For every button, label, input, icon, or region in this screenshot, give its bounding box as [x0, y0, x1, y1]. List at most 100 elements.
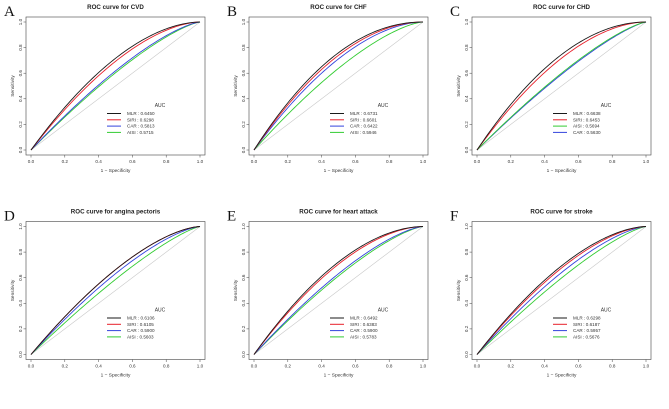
x-tick-label: 1.0	[643, 159, 650, 164]
legend-entry: CAR : 0.5900	[127, 328, 155, 333]
legend-entry: AISI : 0.5694	[573, 124, 600, 129]
legend-entry: CAR : 0.5957	[573, 328, 601, 333]
roc-panel-c: C ROC curve for CHD 0.0 0.0 0.2 0.2 0.4 0.4 0.6 0…	[450, 4, 652, 174]
roc-line-car	[253, 21, 424, 151]
legend-entry: SIRI : 0.6105	[127, 322, 154, 327]
legend-entry: CAR : 0.5900	[350, 328, 378, 333]
y-tick-label: 0.0	[18, 351, 23, 358]
plot-frame	[248, 221, 429, 360]
roc-line-mlr	[253, 21, 424, 151]
y-tick-label: 0.4	[18, 95, 23, 102]
legend-title: AUC	[378, 308, 389, 314]
legend-entry: AISI : 0.5946	[350, 130, 377, 135]
reference-diagonal	[30, 226, 201, 355]
legend-entry: AISI : 0.5715	[127, 130, 154, 135]
x-tick-label: 0.8	[386, 364, 393, 369]
x-tick-label: 0.2	[285, 364, 292, 369]
y-tick-label: 0.4	[464, 300, 469, 307]
reference-diagonal	[253, 226, 424, 355]
roc-line-mlr	[476, 21, 647, 151]
legend-entry: MLR : 0.6492	[350, 316, 378, 321]
x-tick-label: 0.0	[251, 159, 258, 164]
plot-frame	[471, 221, 652, 360]
y-tick-label: 0.8	[241, 44, 246, 51]
panel-letter: C	[450, 4, 460, 20]
y-tick-label: 0.8	[241, 248, 246, 255]
roc-panel-f: F ROC curve for stroke 0.0 0.0 0.2 0.2 0.4 0.4 0…	[450, 209, 652, 379]
x-tick-label: 0.8	[386, 159, 393, 164]
panel-letter: D	[4, 209, 15, 225]
x-tick-label: 0.2	[508, 364, 515, 369]
x-tick-label: 0.6	[352, 364, 359, 369]
y-tick-label: 0.8	[464, 248, 469, 255]
reference-diagonal	[476, 226, 647, 355]
reference-diagonal	[30, 21, 201, 151]
plot-frame	[25, 16, 206, 156]
x-tick-label: 0.4	[318, 159, 325, 164]
x-tick-label: 0.2	[285, 159, 292, 164]
y-axis-label: Sensitivity	[456, 279, 462, 301]
x-tick-label: 0.6	[575, 159, 582, 164]
roc-line-aisi	[253, 226, 424, 355]
legend-entry: MLR : 0.6731	[350, 111, 378, 116]
y-tick-label: 0.0	[464, 351, 469, 358]
roc-line-aisi	[476, 21, 647, 151]
legend-entry: AISI : 0.5603	[127, 334, 154, 339]
y-tick-label: 0.8	[18, 248, 23, 255]
chart-title: ROC curve for heart attack	[299, 209, 378, 216]
x-axis-label: 1 − Specificity	[324, 373, 354, 379]
y-tick-label: 0.0	[18, 146, 23, 153]
roc-line-car	[30, 226, 201, 355]
y-axis-label: Sensitivity	[10, 75, 16, 97]
legend-entry: AISI : 0.5676	[573, 334, 600, 339]
x-tick-label: 1.0	[420, 159, 427, 164]
roc-panel-d: D ROC curve for angina pectoris 0.0 0.0 0.2 0…	[4, 209, 206, 379]
x-tick-label: 0.0	[28, 159, 35, 164]
roc-line-mlr	[30, 226, 201, 355]
roc-line-car	[476, 226, 647, 355]
x-tick-label: 0.4	[318, 364, 325, 369]
x-tick-label: 0.8	[163, 364, 170, 369]
panel-letter: A	[4, 4, 15, 20]
legend-entry: MLR : 0.6298	[573, 316, 601, 321]
x-tick-label: 0.6	[129, 159, 136, 164]
x-tick-label: 0.8	[609, 364, 616, 369]
y-tick-label: 0.6	[18, 274, 23, 281]
roc-line-car	[476, 21, 647, 151]
y-axis-label: Sensitivity	[456, 75, 462, 97]
x-tick-label: 0.2	[62, 364, 69, 369]
legend-entry: MLR : 0.6450	[127, 111, 155, 116]
roc-panel-a: A ROC curve for CVD 0.0 0.0 0.2 0.2 0.4 0.4 0.6 0…	[4, 4, 206, 174]
roc-line-siri	[30, 21, 201, 151]
y-tick-label: 0.4	[241, 95, 246, 102]
panel-letter: E	[227, 209, 236, 225]
y-tick-label: 0.2	[464, 121, 469, 128]
x-tick-label: 0.2	[508, 159, 515, 164]
legend-title: AUC	[155, 308, 166, 314]
roc-panel-b: B ROC curve for CHF 0.0 0.0 0.2 0.2 0.4 0.4 0.6 0…	[227, 4, 429, 174]
legend-title: AUC	[155, 103, 166, 109]
y-tick-label: 0.2	[18, 121, 23, 128]
roc-line-mlr	[253, 226, 424, 355]
roc-line-car	[253, 226, 424, 355]
y-axis-label: Sensitivity	[10, 279, 16, 301]
legend-entry: MLR : 0.6638	[573, 111, 601, 116]
legend-entry: SIRI : 0.6383	[350, 322, 377, 327]
roc-line-siri	[476, 21, 647, 151]
legend-title: AUC	[378, 103, 389, 109]
legend-entry: MLR : 0.6106	[127, 316, 155, 321]
y-tick-label: 0.6	[241, 274, 246, 281]
x-axis-label: 1 − Specificity	[547, 373, 577, 379]
x-tick-label: 0.2	[62, 159, 69, 164]
x-tick-label: 0.8	[609, 159, 616, 164]
plot-frame	[248, 16, 429, 156]
x-tick-label: 0.6	[352, 159, 359, 164]
x-tick-label: 1.0	[420, 364, 427, 369]
x-tick-label: 0.0	[28, 364, 35, 369]
x-axis-label: 1 − Specificity	[547, 168, 577, 174]
x-tick-label: 0.4	[95, 364, 102, 369]
y-axis-label: Sensitivity	[233, 75, 239, 97]
x-tick-label: 0.4	[95, 159, 102, 164]
x-tick-label: 0.4	[541, 364, 548, 369]
x-tick-label: 0.0	[251, 364, 258, 369]
